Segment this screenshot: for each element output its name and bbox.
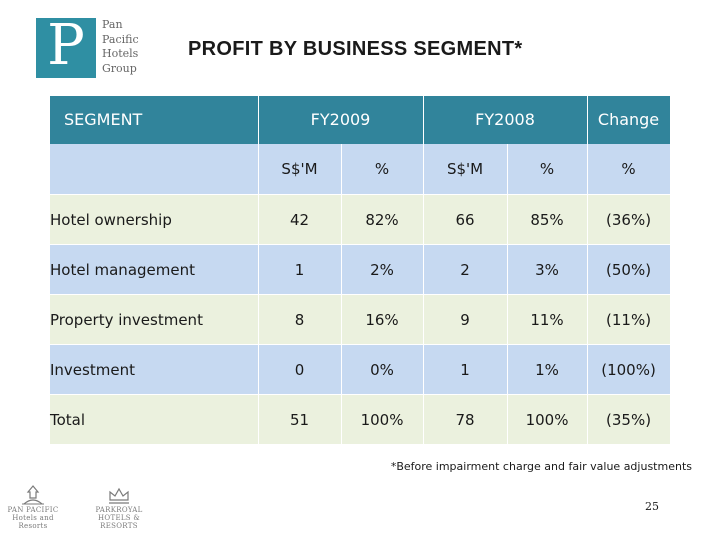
- table-row: Property investment 8 16% 9 11% (11%): [50, 294, 671, 345]
- fy2009-value: 42: [258, 194, 342, 245]
- segment-name: Investment: [50, 344, 259, 395]
- fy2008-percent: 3%: [507, 244, 588, 295]
- fy2009-value: 8: [258, 294, 342, 345]
- segment-name: Total: [50, 394, 259, 445]
- subheader-fy2009-pct: %: [341, 144, 424, 195]
- column-header-change: Change: [587, 96, 671, 144]
- segment-name: Hotel management: [50, 244, 259, 295]
- fy2008-percent: 100%: [507, 394, 588, 445]
- brand-name: PARKROYAL: [95, 506, 143, 514]
- page-number: 25: [645, 500, 659, 513]
- fy2008-value: 78: [423, 394, 508, 445]
- fy2009-value: 1: [258, 244, 342, 295]
- subheader-fy2009-sm: S$'M: [258, 144, 342, 195]
- pan-pacific-logo: P Pan Pacific Hotels Group: [36, 18, 146, 80]
- segment-name: Property investment: [50, 294, 259, 345]
- segment-name: Hotel ownership: [50, 194, 259, 245]
- fy2008-value: 9: [423, 294, 508, 345]
- fy2009-percent: 0%: [341, 344, 424, 395]
- fy2008-percent: 85%: [507, 194, 588, 245]
- fy2008-percent: 11%: [507, 294, 588, 345]
- parkroyal-brand-logo: PARKROYAL HOTELS & RESORTS: [84, 484, 154, 530]
- subheader-change-pct: %: [587, 144, 671, 195]
- segment-profit-table: SEGMENT FY2009 FY2008 Change S$'M % S$'M…: [50, 96, 671, 445]
- fy2009-value: 0: [258, 344, 342, 395]
- footnote: *Before impairment charge and fair value…: [390, 460, 692, 473]
- brand-tagline: Hotels and Resorts: [12, 514, 54, 530]
- fy2008-percent: 1%: [507, 344, 588, 395]
- table-row-total: Total 51 100% 78 100% (35%): [50, 394, 671, 445]
- brand-name: PAN PACIFIC: [7, 506, 59, 514]
- page-title: PROFIT BY BUSINESS SEGMENT*: [188, 38, 523, 60]
- subheader-blank: [50, 144, 259, 195]
- brand-tagline: HOTELS & RESORTS: [98, 514, 140, 530]
- change-percent: (35%): [587, 394, 671, 445]
- column-header-fy2008: FY2008: [423, 96, 588, 144]
- logo-word: Hotels: [102, 47, 139, 60]
- subheader-fy2008-sm: S$'M: [423, 144, 508, 195]
- pan-pacific-emblem-icon: [22, 485, 44, 505]
- table-row: Hotel ownership 42 82% 66 85% (36%): [50, 194, 671, 245]
- column-header-fy2009: FY2009: [258, 96, 424, 144]
- change-percent: (50%): [587, 244, 671, 295]
- fy2009-value: 51: [258, 394, 342, 445]
- logo-letter: P: [47, 13, 85, 78]
- fy2009-percent: 82%: [341, 194, 424, 245]
- change-percent: (11%): [587, 294, 671, 345]
- fy2009-percent: 2%: [341, 244, 424, 295]
- table-row: Hotel management 1 2% 2 3% (50%): [50, 244, 671, 295]
- fy2009-percent: 100%: [341, 394, 424, 445]
- logo-word: Group: [102, 61, 137, 75]
- fy2009-percent: 16%: [341, 294, 424, 345]
- fy2008-value: 1: [423, 344, 508, 395]
- logo-word: Pacific: [102, 32, 139, 46]
- logo-mark: P: [36, 18, 96, 78]
- table-header-row: SEGMENT FY2009 FY2008 Change: [50, 96, 671, 144]
- column-header-segment: SEGMENT: [50, 96, 259, 144]
- pan-pacific-brand-logo: PAN PACIFIC Hotels and Resorts: [0, 484, 66, 530]
- logo-word: Pan: [102, 18, 123, 31]
- change-percent: (36%): [587, 194, 671, 245]
- fy2008-value: 2: [423, 244, 508, 295]
- parkroyal-crown-icon: [109, 487, 129, 504]
- subheader-fy2008-pct: %: [507, 144, 588, 195]
- change-percent: (100%): [587, 344, 671, 395]
- logo-wordmark: Pan Pacific Hotels Group: [102, 18, 162, 76]
- table-subheader-row: S$'M % S$'M % %: [50, 144, 671, 195]
- fy2008-value: 66: [423, 194, 508, 245]
- table-row: Investment 0 0% 1 1% (100%): [50, 344, 671, 395]
